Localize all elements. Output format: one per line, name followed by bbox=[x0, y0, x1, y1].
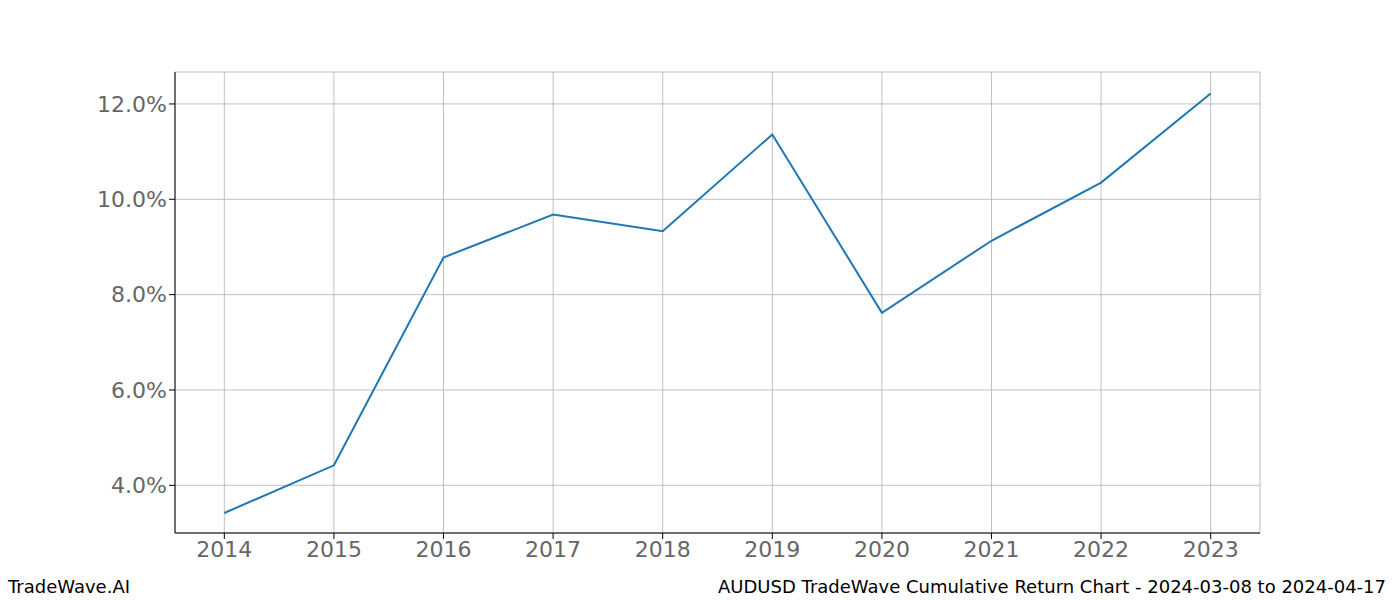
svg-text:2017: 2017 bbox=[525, 537, 581, 562]
html-text:AUDUSD TradeWave Cumulative Re: AUDUSD TradeWave Cumulative Return Chart… bbox=[718, 576, 1386, 597]
svg-text:2014: 2014 bbox=[196, 537, 252, 562]
svg-text:2016: 2016 bbox=[416, 537, 472, 562]
svg-text:12.0%: 12.0% bbox=[97, 92, 167, 117]
svg-text:2022: 2022 bbox=[1073, 537, 1129, 562]
svg-text:2020: 2020 bbox=[854, 537, 910, 562]
svg-text:2023: 2023 bbox=[1183, 537, 1239, 562]
svg-text:6.0%: 6.0% bbox=[111, 378, 167, 403]
html-text:TradeWave.AI: TradeWave.AI bbox=[8, 576, 130, 597]
svg-text:8.0%: 8.0% bbox=[111, 282, 167, 307]
svg-text:2018: 2018 bbox=[635, 537, 691, 562]
svg-text:2015: 2015 bbox=[306, 537, 362, 562]
svg-text:2019: 2019 bbox=[744, 537, 800, 562]
svg-text:4.0%: 4.0% bbox=[111, 473, 167, 498]
svg-text:2021: 2021 bbox=[963, 537, 1019, 562]
svg-text:10.0%: 10.0% bbox=[97, 187, 167, 212]
